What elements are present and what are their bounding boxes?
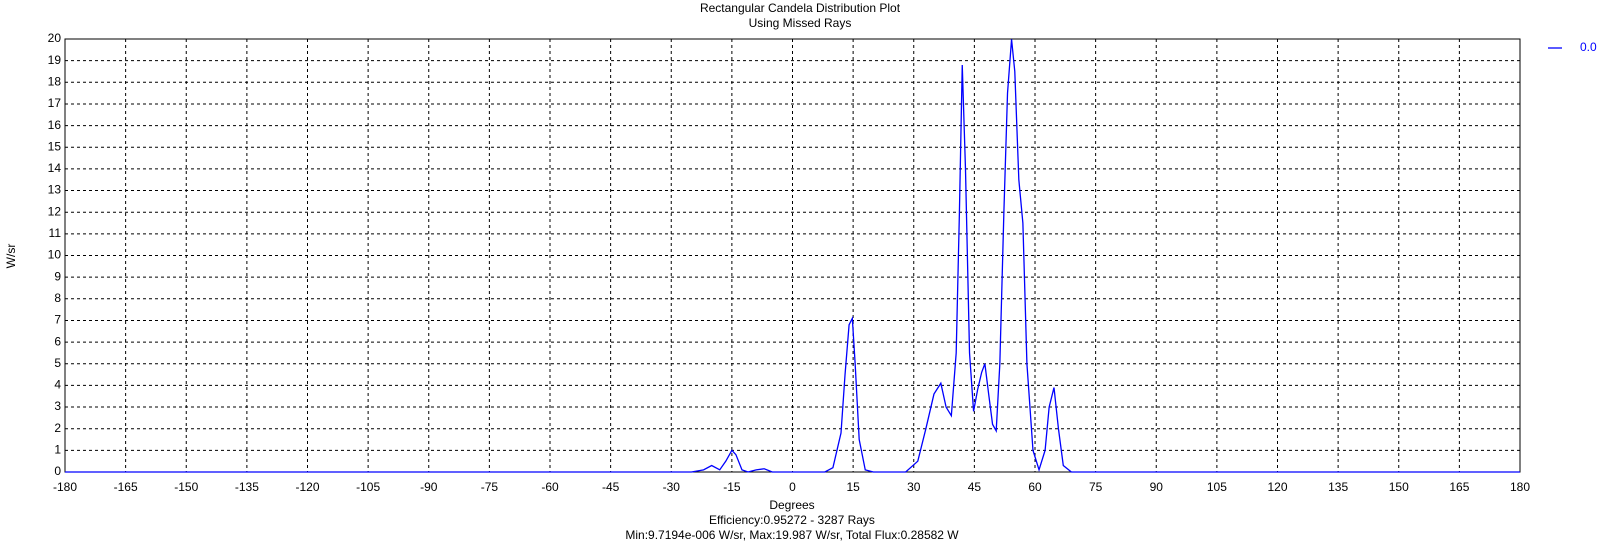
y-tick-label: 8 (54, 291, 61, 305)
x-tick-label: -15 (723, 480, 741, 494)
x-tick-label: -90 (420, 480, 438, 494)
x-tick-label: -105 (356, 480, 380, 494)
x-tick-label: -60 (541, 480, 559, 494)
x-tick-label: 0 (789, 480, 796, 494)
y-tick-label: 10 (48, 248, 62, 262)
x-tick-label: -30 (663, 480, 681, 494)
x-tick-label: -120 (295, 480, 319, 494)
x-tick-label: 60 (1028, 480, 1042, 494)
y-tick-label: 20 (48, 31, 62, 45)
annotation: Efficiency:0.95272 - 3287 Rays (709, 513, 875, 527)
x-tick-label: 165 (1449, 480, 1469, 494)
legend-label: 0.0 (1580, 40, 1597, 54)
y-tick-label: 18 (48, 74, 62, 88)
y-axis-label: W/sr (4, 244, 18, 269)
x-tick-label: 90 (1150, 480, 1164, 494)
y-tick-label: 0 (54, 464, 61, 478)
y-tick-label: 1 (54, 443, 61, 457)
y-tick-label: 3 (54, 399, 61, 413)
x-tick-label: 180 (1510, 480, 1530, 494)
x-tick-label: -165 (114, 480, 138, 494)
x-axis-label: Degrees (769, 498, 814, 512)
x-tick-label: 75 (1089, 480, 1103, 494)
chart-title: Rectangular Candela Distribution Plot (700, 1, 901, 15)
y-tick-label: 12 (48, 204, 62, 218)
x-tick-label: -45 (602, 480, 620, 494)
x-tick-label: 105 (1207, 480, 1227, 494)
x-tick-label: -180 (53, 480, 77, 494)
x-tick-label: -75 (481, 480, 499, 494)
x-tick-label: 120 (1267, 480, 1287, 494)
y-tick-label: 4 (54, 378, 61, 392)
y-tick-label: 9 (54, 269, 61, 283)
x-tick-label: 30 (907, 480, 921, 494)
x-tick-label: 135 (1328, 480, 1348, 494)
x-tick-label: 150 (1389, 480, 1409, 494)
y-tick-label: 7 (54, 313, 61, 327)
data-line (65, 39, 1520, 473)
y-tick-label: 6 (54, 334, 61, 348)
y-tick-label: 11 (49, 226, 62, 240)
x-tick-label: 15 (846, 480, 860, 494)
annotation: Min:9.7194e-006 W/sr, Max:19.987 W/sr, T… (625, 528, 959, 542)
y-tick-label: 19 (48, 53, 62, 67)
y-tick-label: 5 (54, 356, 61, 370)
x-tick-label: -135 (235, 480, 259, 494)
x-tick-label: 45 (968, 480, 982, 494)
x-tick-label: -150 (174, 480, 198, 494)
y-tick-label: 14 (48, 161, 62, 175)
chart-subtitle: Using Missed Rays (749, 16, 852, 30)
y-tick-label: 16 (48, 118, 62, 132)
y-tick-label: 15 (48, 139, 62, 153)
y-tick-label: 2 (54, 421, 61, 435)
y-tick-label: 17 (48, 96, 62, 110)
y-tick-label: 13 (48, 183, 62, 197)
